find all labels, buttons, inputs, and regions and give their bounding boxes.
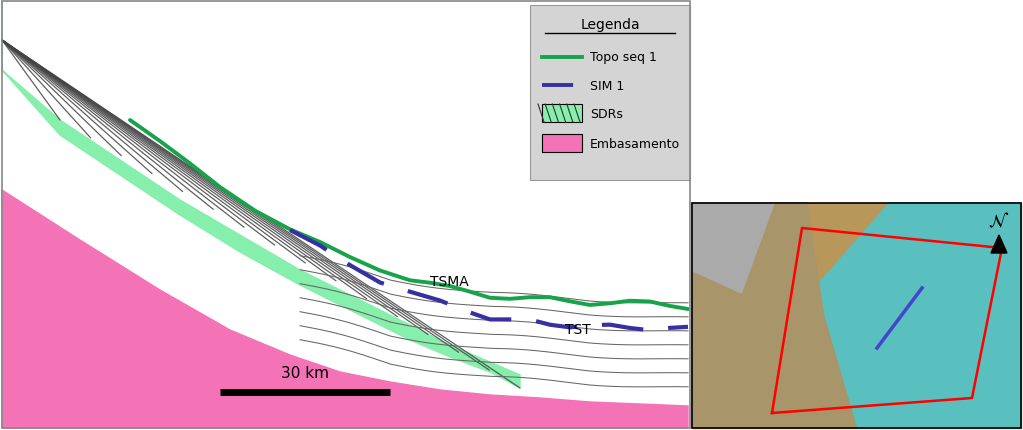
Bar <box>2 2 690 428</box>
Bar <box>542 105 582 123</box>
Polygon shape <box>2 190 688 428</box>
Text: TSMA: TSMA <box>430 274 469 289</box>
Text: SIM 1: SIM 1 <box>590 79 624 92</box>
Text: Topo seq 1: Topo seq 1 <box>590 51 657 64</box>
Bar <box>692 203 1021 428</box>
Polygon shape <box>692 203 856 428</box>
Bar <box>692 203 1021 428</box>
Polygon shape <box>791 203 1021 428</box>
Text: $\mathcal{N}$: $\mathcal{N}$ <box>988 212 1010 231</box>
Text: TST: TST <box>565 322 590 336</box>
Polygon shape <box>991 236 1007 253</box>
Bar <box>542 135 582 153</box>
Text: Embasamento: Embasamento <box>590 137 680 150</box>
Bar <box>530 6 690 181</box>
Polygon shape <box>692 203 774 293</box>
Text: 30 km: 30 km <box>281 365 329 380</box>
Text: SDRs: SDRs <box>590 107 623 120</box>
Text: Legenda: Legenda <box>580 18 639 32</box>
Polygon shape <box>2 0 520 388</box>
